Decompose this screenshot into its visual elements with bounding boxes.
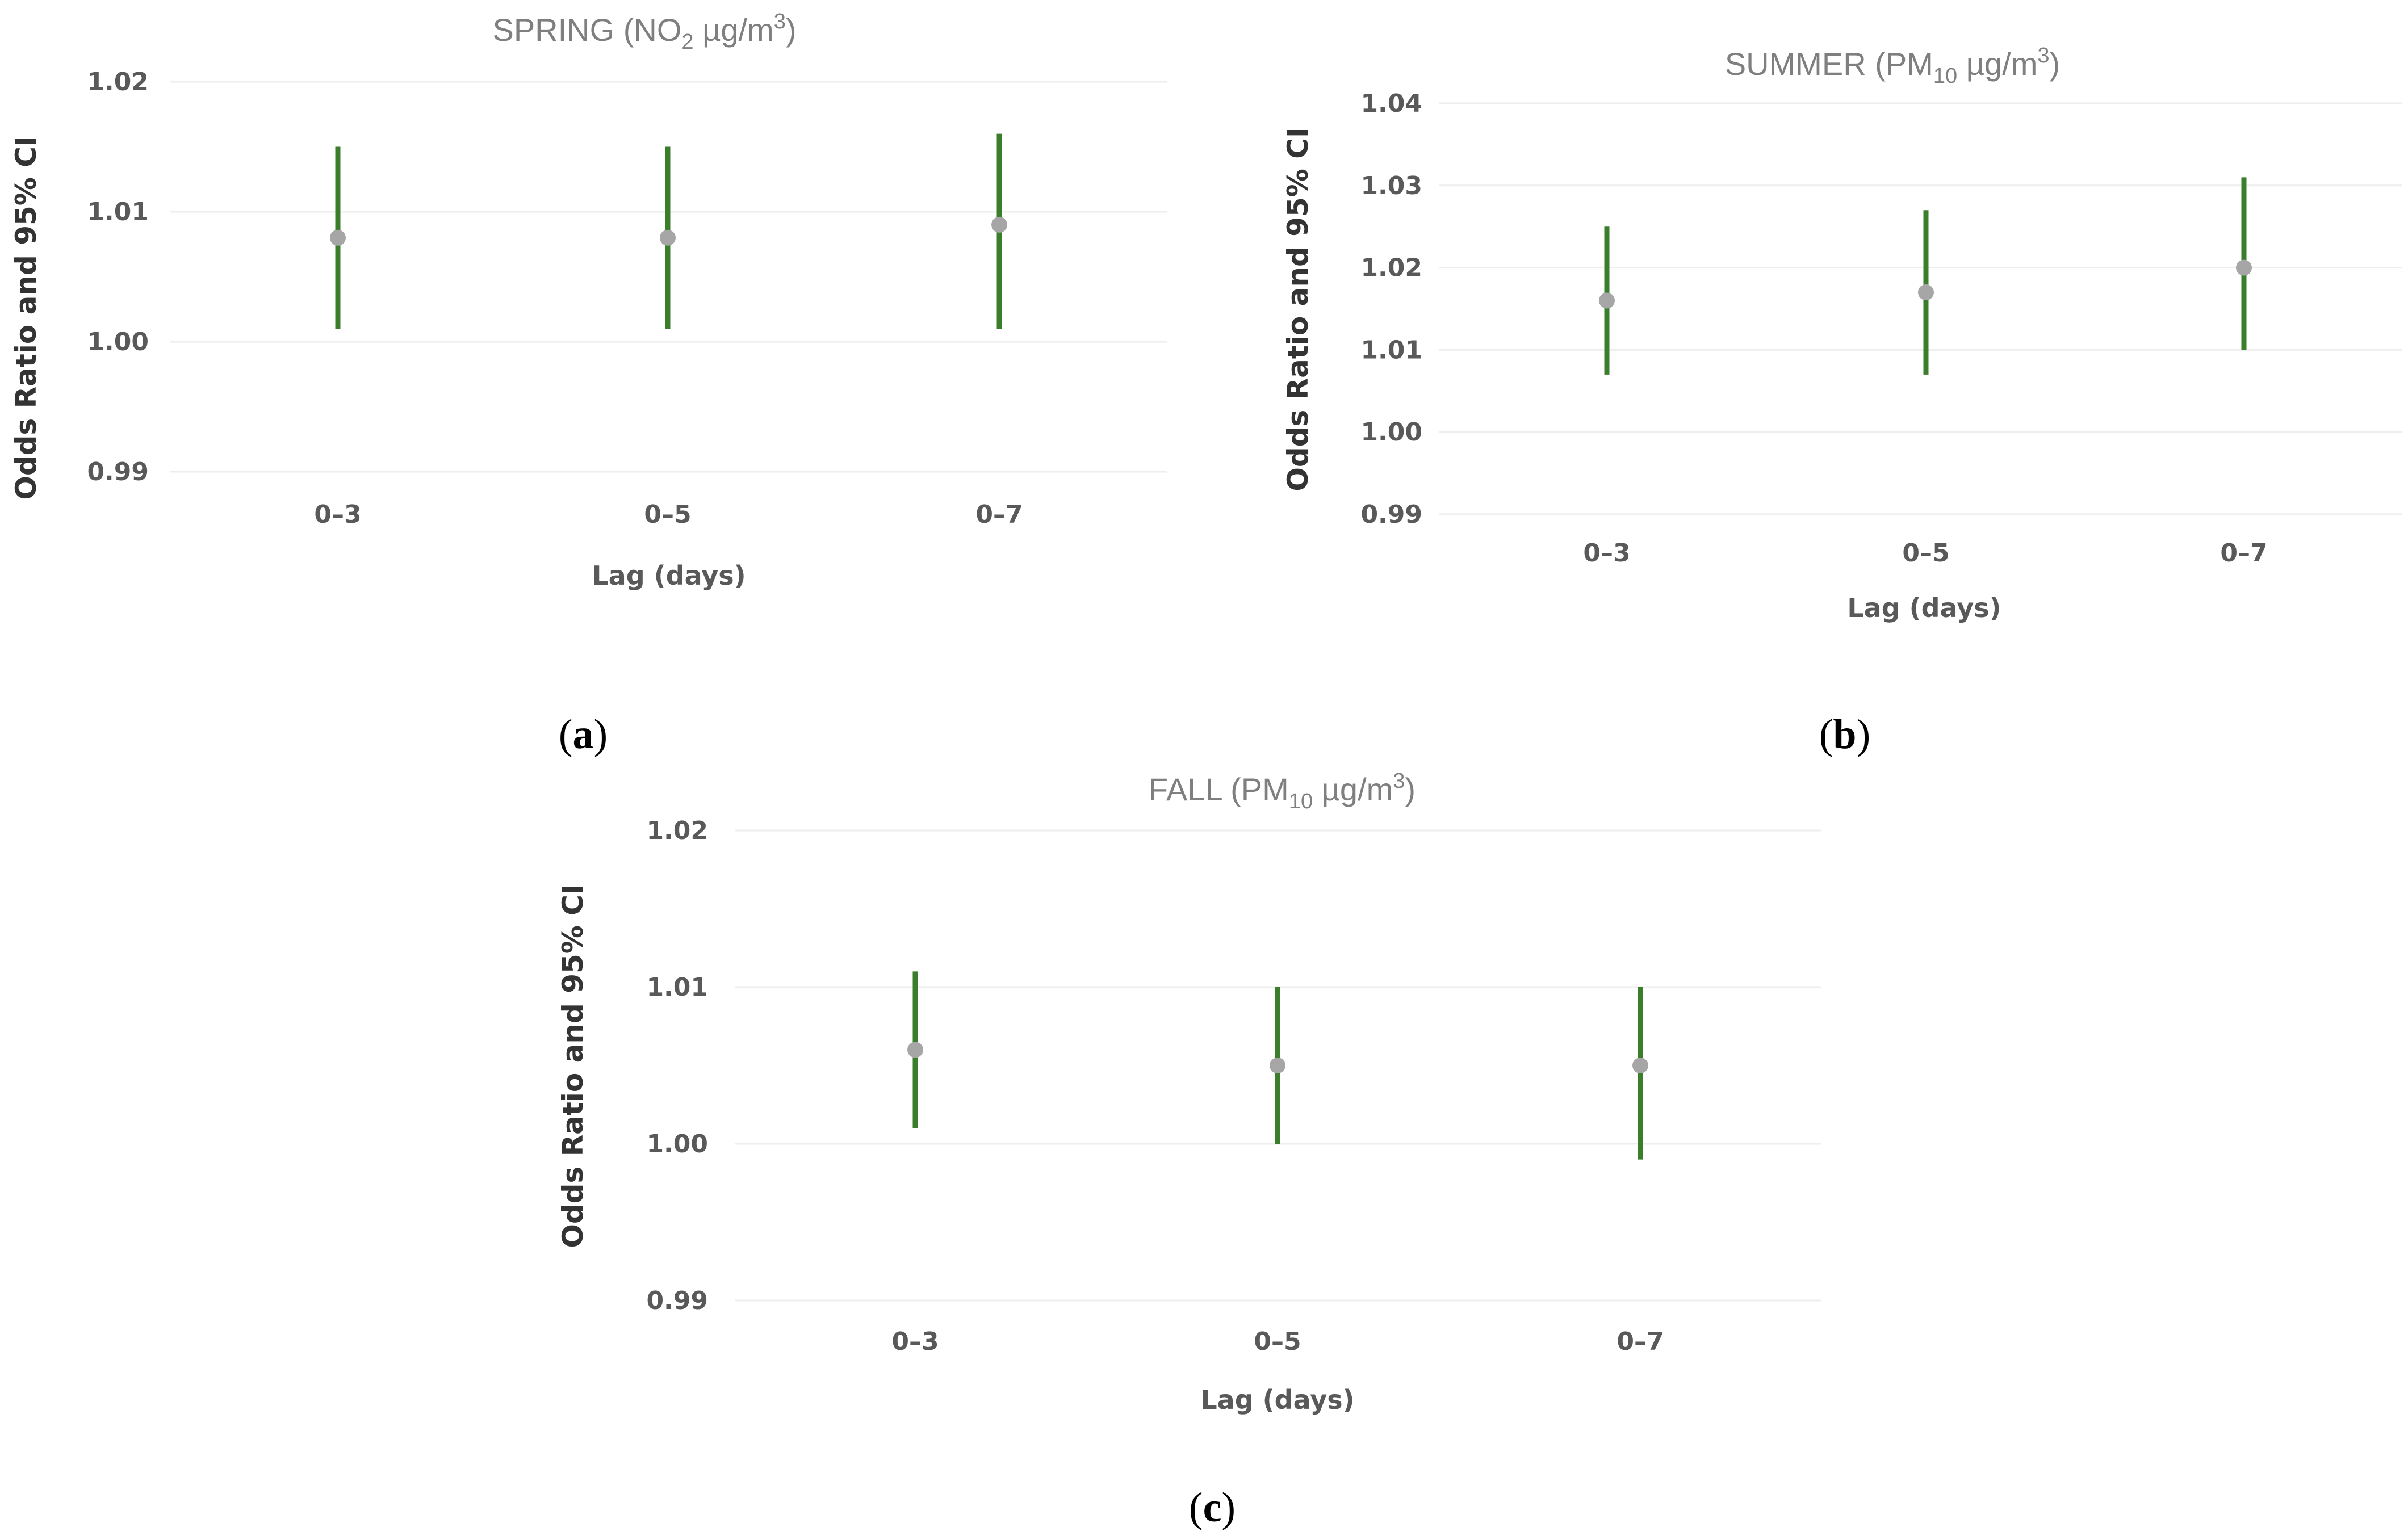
x-tick-label: 0–7 bbox=[975, 500, 1023, 529]
y-tick-label: 1.00 bbox=[87, 328, 149, 356]
x-tick-label: 0–5 bbox=[1902, 539, 1949, 568]
x-axis-label-c: Lag (days) bbox=[1200, 1384, 1354, 1415]
y-axis-label-b: Odds Ratio and 95% CI bbox=[1282, 127, 1314, 491]
panel-label-c: (c) bbox=[1189, 1484, 1236, 1531]
gridlines-b bbox=[1439, 102, 2402, 515]
y-tick-label: 1.03 bbox=[1360, 171, 1422, 200]
y-tick-label: 1.02 bbox=[646, 816, 708, 845]
chart-title-a: SPRING (NO2 µg/m3) bbox=[492, 10, 796, 54]
estimate-point bbox=[2236, 259, 2252, 276]
x-tick-label: 0–3 bbox=[1583, 539, 1630, 568]
chart-title-b: SUMMER (PM10 µg/m3) bbox=[1725, 44, 2060, 88]
chart-panel-b: SUMMER (PM10 µg/m3) 0.99 1.00 1.01 1.02 1.03… bbox=[1282, 44, 2402, 623]
chart-title-c: FALL (PM10 µg/m3) bbox=[1149, 769, 1416, 813]
y-tick-labels-a: 0.99 1.00 1.01 1.02 bbox=[87, 68, 149, 486]
panel-label-b: (b) bbox=[1819, 711, 1870, 758]
y-tick-labels-b: 0.99 1.00 1.01 1.02 1.03 1.04 bbox=[1360, 89, 1422, 529]
x-tick-labels-c: 0–3 0–5 0–7 bbox=[891, 1327, 1664, 1356]
y-tick-label: 1.02 bbox=[87, 68, 149, 96]
estimate-point bbox=[1270, 1058, 1285, 1073]
x-tick-labels-a: 0–3 0–5 0–7 bbox=[314, 500, 1023, 529]
odds-ratio-points-a bbox=[330, 216, 1007, 246]
y-tick-label: 1.00 bbox=[1360, 418, 1422, 447]
y-tick-label: 0.99 bbox=[87, 458, 149, 486]
y-axis-label-c: Odds Ratio and 95% CI bbox=[556, 884, 589, 1248]
chart-panel-a: SPRING (NO2 µg/m3) 0.991.001.011.02 0–3 0… bbox=[10, 10, 1167, 591]
x-tick-label: 0–7 bbox=[1616, 1327, 1664, 1356]
estimate-point bbox=[330, 229, 346, 246]
panel-label-a: (a) bbox=[559, 711, 608, 758]
y-tick-label: 0.99 bbox=[1360, 500, 1422, 529]
y-tick-label: 1.01 bbox=[646, 973, 708, 1002]
x-tick-label: 0–3 bbox=[891, 1327, 939, 1356]
estimate-point bbox=[907, 1042, 923, 1058]
y-tick-label: 1.01 bbox=[1360, 335, 1422, 364]
estimate-point bbox=[1632, 1058, 1648, 1073]
estimate-point bbox=[991, 216, 1007, 233]
x-tick-labels-b: 0–3 0–5 0–7 bbox=[1583, 539, 2267, 568]
x-tick-label: 0–5 bbox=[1254, 1327, 1301, 1356]
y-tick-label: 1.02 bbox=[1360, 254, 1422, 283]
odds-ratio-points-c bbox=[907, 1042, 1648, 1073]
y-tick-label: 0.99 bbox=[646, 1286, 708, 1315]
x-axis-label-a: Lag (days) bbox=[592, 560, 746, 591]
y-tick-label: 1.04 bbox=[1360, 89, 1422, 118]
y-tick-labels-c: 0.99 1.00 1.01 1.02 bbox=[646, 816, 708, 1315]
chart-panel-c: FALL (PM10 µg/m3) 0.991.001.011.02 0–3 0–… bbox=[556, 769, 1821, 1415]
estimate-point bbox=[1918, 284, 1934, 301]
y-tick-label: 1.00 bbox=[646, 1130, 708, 1159]
x-tick-label: 0–3 bbox=[314, 500, 361, 529]
x-axis-label-b: Lag (days) bbox=[1847, 593, 2001, 623]
odds-ratio-points-b bbox=[1599, 259, 2252, 309]
x-tick-label: 0–7 bbox=[2220, 539, 2267, 568]
confidence-intervals-b bbox=[1604, 177, 2247, 375]
x-tick-label: 0–5 bbox=[644, 500, 691, 529]
estimate-point bbox=[660, 229, 676, 246]
estimate-point bbox=[1599, 292, 1615, 309]
y-tick-label: 1.01 bbox=[87, 198, 149, 226]
y-axis-label-a: Odds Ratio and 95% CI bbox=[10, 136, 43, 500]
